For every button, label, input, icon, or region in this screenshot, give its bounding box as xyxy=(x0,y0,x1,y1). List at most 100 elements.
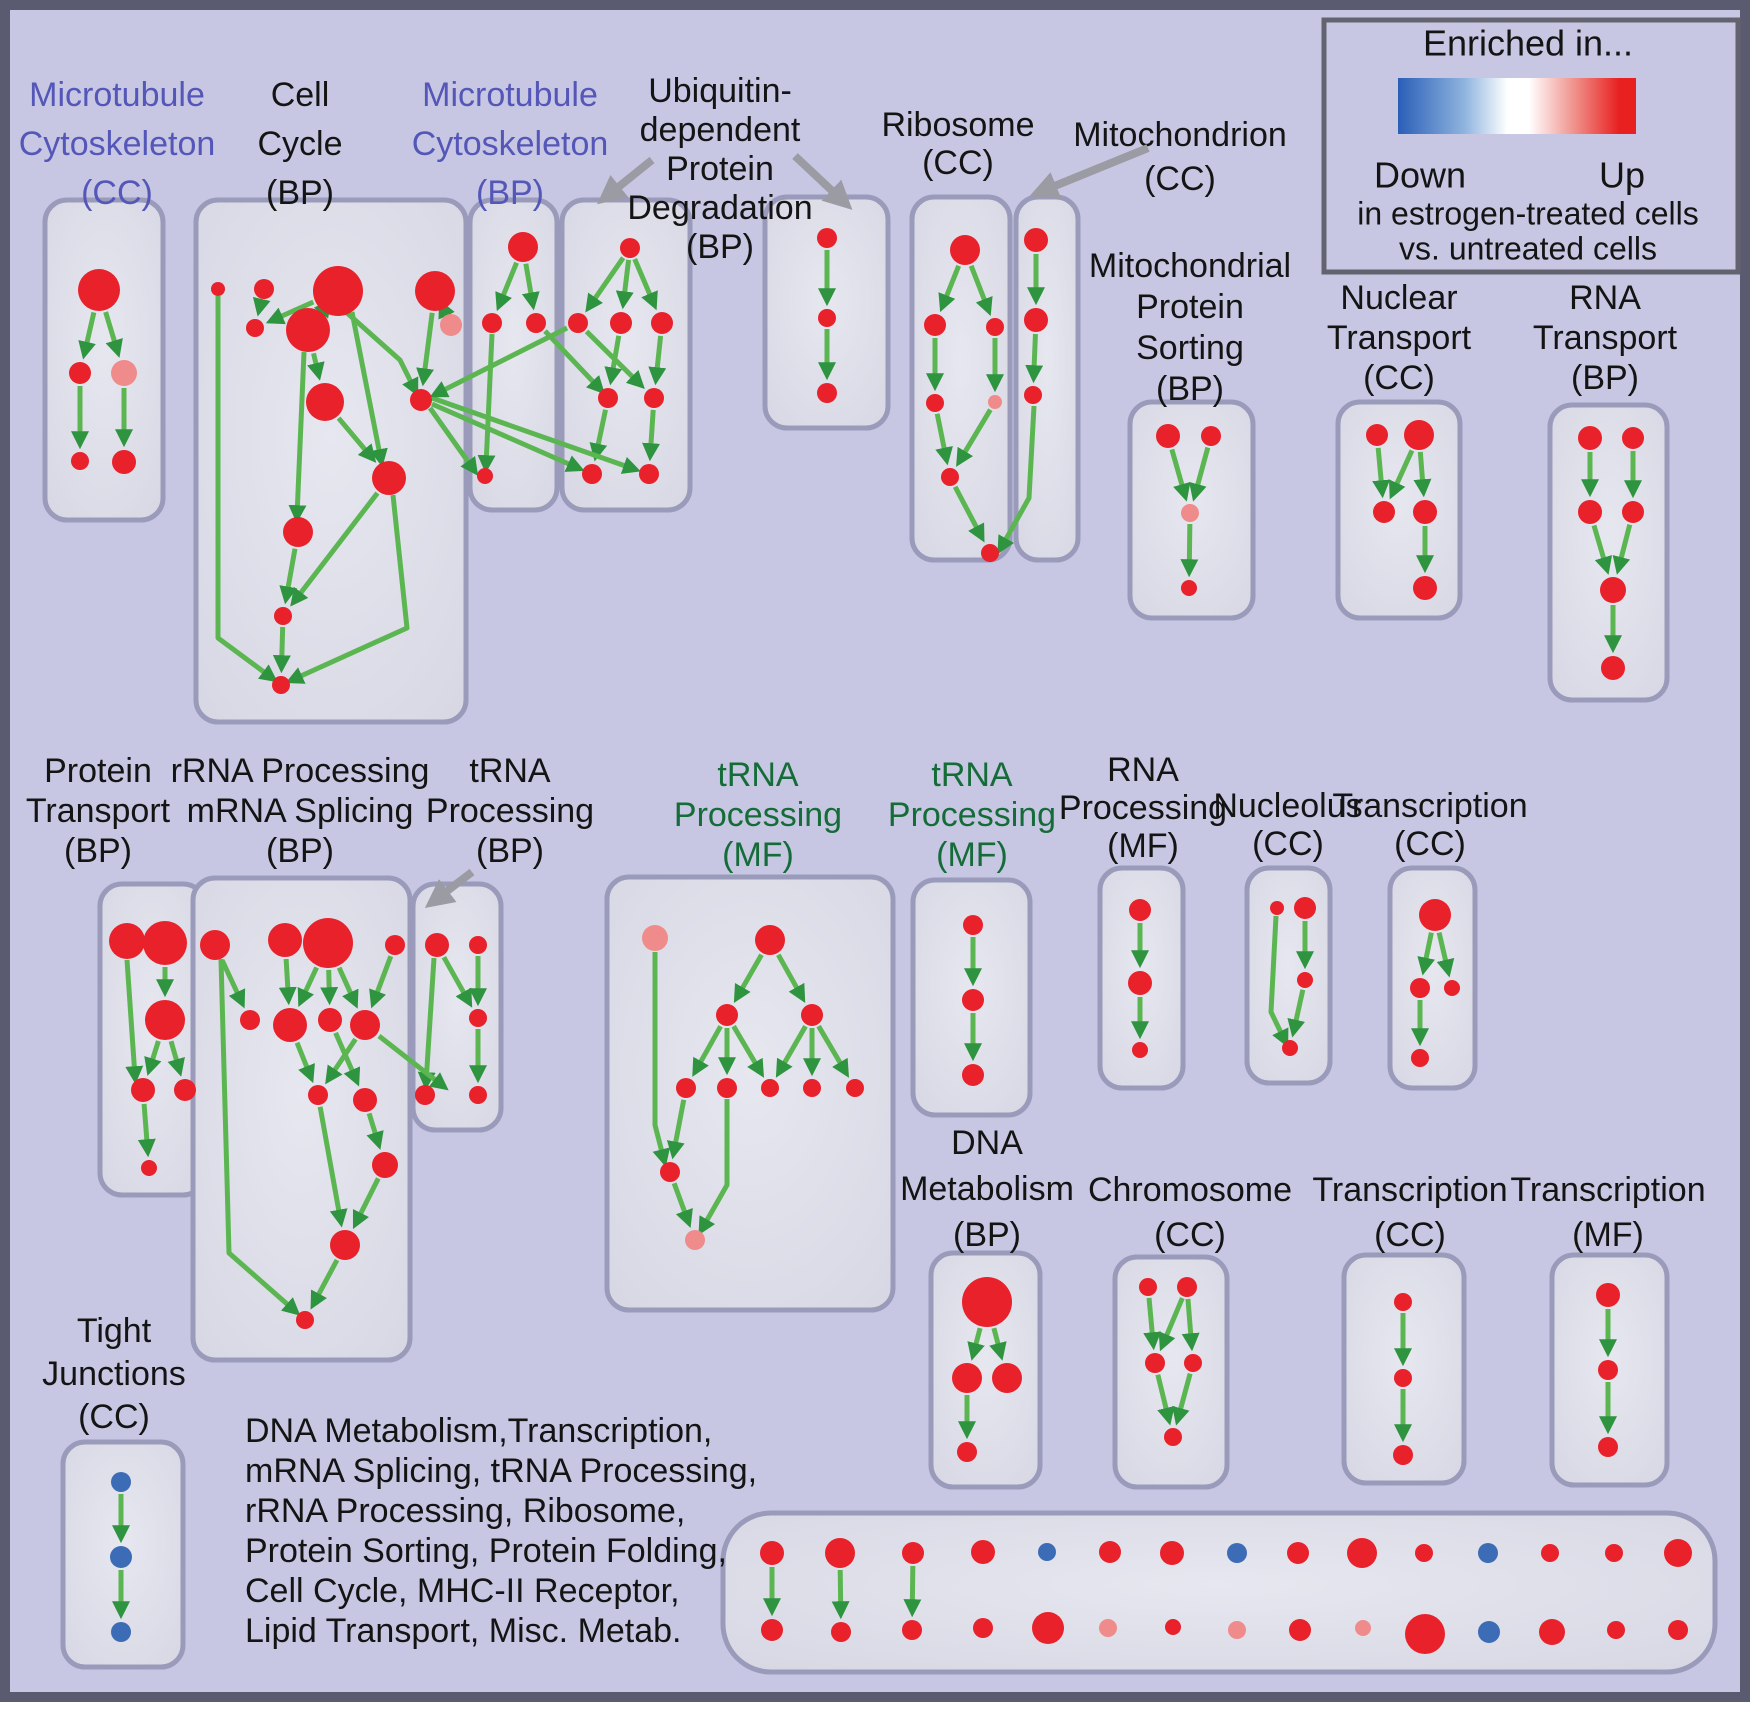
cluster-label-transcription-mf: Transcription xyxy=(1510,1171,1705,1209)
node-cell-cycle-bp-9 xyxy=(372,461,406,495)
cluster-label-nuclear-transport-cc: (CC) xyxy=(1363,359,1435,397)
cluster-box-rna-transport-bp xyxy=(1547,402,1670,703)
node-transcription-mf-1 xyxy=(1598,1360,1618,1380)
cluster-label-mitochondrial-protein-sorting-bp: Mitochondrial xyxy=(1089,247,1291,285)
cluster-label-cell-cycle-bp: Cycle xyxy=(257,125,342,163)
cluster-label-nucleolus-cc: (CC) xyxy=(1252,825,1324,863)
cluster-label-microtubule-cytoskeleton-cc: Cytoskeleton xyxy=(19,125,216,163)
cluster-label-dna-metabolism-bp: (BP) xyxy=(953,1216,1021,1254)
node-chromosome-cc-2 xyxy=(1145,1353,1165,1373)
cluster-box-misc-collection xyxy=(720,1510,1718,1675)
node-misc-collection-2 xyxy=(825,1538,855,1568)
node-rna-processing-mf-0 xyxy=(1129,899,1151,921)
node-trna-processing-mf-2-2 xyxy=(962,1064,984,1086)
edge-ubiquitin-dependent-protein-degradation-bp xyxy=(632,258,658,311)
node-misc-collection-9 xyxy=(1032,1612,1064,1644)
legend-box xyxy=(1321,17,1741,275)
edge-rna-transport-bp xyxy=(1612,523,1633,575)
cluster-label-rna-processing-mf: Processing xyxy=(1059,789,1227,827)
cluster-label-protein-transport-bp: (BP) xyxy=(64,832,132,870)
edge-trna-processing-mf-1 xyxy=(733,953,764,1004)
misc-categories-text: rRNA Processing, Ribosome, xyxy=(245,1492,685,1530)
node-trna-processing-mf-1-0 xyxy=(642,925,668,951)
cluster-label-trna-processing-mf-1: tRNA xyxy=(717,756,799,794)
node-microtubule-cytoskeleton-bp-1 xyxy=(482,313,502,333)
cross-cluster-edge xyxy=(429,325,569,398)
node-rrna-processing-mrna-splicing-bp-2 xyxy=(303,918,353,968)
node-misc-collection-5 xyxy=(902,1620,922,1640)
node-transcription-cc-1-3 xyxy=(1411,1049,1429,1067)
edge-chromosome-cc xyxy=(1143,1297,1162,1351)
cluster-label-transcription-cc-1: (CC) xyxy=(1394,825,1466,863)
node-protein-degradation-chain-bp-0 xyxy=(817,228,837,248)
edge-rrna-processing-mrna-splicing-bp xyxy=(278,958,297,1006)
node-trna-processing-bp-0 xyxy=(425,933,449,957)
cluster-label-rna-processing-mf: (MF) xyxy=(1107,827,1179,865)
cluster-label-transcription-cc-2: Transcription xyxy=(1312,1171,1507,1209)
edge-trna-processing-mf-1 xyxy=(731,1024,765,1078)
node-rna-processing-mf-2 xyxy=(1132,1042,1148,1058)
edge-cell-cycle-bp xyxy=(336,416,377,463)
cluster-box-ribosome-cc xyxy=(909,194,1013,563)
node-mitochondrial-protein-sorting-bp-2 xyxy=(1181,504,1199,522)
edge-mitochondrial-protein-sorting-bp xyxy=(1189,446,1211,502)
legend-title: Enriched in... xyxy=(1423,23,1633,64)
cluster-label-tight-junctions-cc: (CC) xyxy=(78,1398,150,1436)
cluster-label-trna-processing-mf-2: Processing xyxy=(888,796,1056,834)
cross-cluster-edge xyxy=(427,406,479,476)
node-nuclear-transport-cc-1 xyxy=(1404,420,1434,450)
edge-nuclear-transport-cc xyxy=(1413,451,1432,498)
node-ubiquitin-dependent-protein-degradation-bp-2 xyxy=(610,312,632,334)
node-trna-processing-mf-1-3 xyxy=(801,1004,823,1026)
node-misc-collection-24 xyxy=(1541,1544,1559,1562)
node-trna-processing-mf-1-5 xyxy=(717,1078,737,1098)
cluster-label-nucleolus-cc: Nucleolus xyxy=(1213,787,1362,825)
edge-trna-processing-mf-1 xyxy=(652,952,671,1167)
node-trna-processing-mf-1-1 xyxy=(755,925,785,955)
node-mitochondrion-cc-2 xyxy=(1024,386,1042,404)
cross-cluster-edge xyxy=(377,1034,449,1091)
edge-ribosome-cc xyxy=(934,413,953,466)
node-microtubule-cytoskeleton-cc-3 xyxy=(71,452,89,470)
node-transcription-cc-1-2 xyxy=(1444,980,1460,996)
edge-nucleolus-cc xyxy=(1268,915,1289,1048)
node-dna-metabolism-bp-0 xyxy=(962,1277,1012,1327)
node-misc-collection-12 xyxy=(1160,1541,1184,1565)
cluster-label-ubiquitin-dependent-protein-degradation-bp: Protein xyxy=(666,150,774,188)
node-misc-collection-1 xyxy=(761,1619,783,1641)
edge-cell-cycle-bp xyxy=(285,494,410,684)
node-mitochondrial-protein-sorting-bp-0 xyxy=(1156,424,1180,448)
node-rrna-processing-mrna-splicing-bp-9 xyxy=(353,1088,377,1112)
edge-rrna-processing-mrna-splicing-bp xyxy=(366,1112,384,1150)
node-ribosome-cc-2 xyxy=(986,318,1004,336)
node-trna-processing-mf-1-7 xyxy=(803,1079,821,1097)
edge-ubiquitin-dependent-protein-degradation-bp xyxy=(604,335,623,386)
edge-microtubule-cytoskeleton-bp xyxy=(495,261,519,312)
node-misc-collection-16 xyxy=(1287,1542,1309,1564)
cluster-label-mitochondrion-cc: Mitochondrion xyxy=(1073,116,1287,154)
cluster-label-dna-metabolism-bp: DNA xyxy=(951,1124,1023,1162)
cluster-label-trna-processing-mf-1: Processing xyxy=(674,796,842,834)
cluster-label-trna-processing-bp: (BP) xyxy=(476,832,544,870)
node-misc-collection-23 xyxy=(1478,1621,1500,1643)
cluster-label-mitochondrial-protein-sorting-bp: Sorting xyxy=(1136,329,1244,367)
cluster-label-mitochondrial-protein-sorting-bp: (BP) xyxy=(1156,370,1224,408)
edge-ubiquitin-dependent-protein-degradation-bp xyxy=(642,409,661,462)
cluster-label-nuclear-transport-cc: Nuclear xyxy=(1340,279,1457,317)
cluster-label-chromosome-cc: (CC) xyxy=(1154,1216,1226,1254)
node-misc-collection-7 xyxy=(973,1618,993,1638)
cluster-label-ubiquitin-dependent-protein-degradation-bp: dependent xyxy=(640,111,801,149)
cluster-box-transcription-cc-2 xyxy=(1341,1252,1467,1486)
cluster-label-cell-cycle-bp: (BP) xyxy=(266,174,334,212)
edge-ribosome-cc xyxy=(952,485,985,543)
edge-cell-cycle-bp xyxy=(290,491,380,607)
label-pointer-arrow xyxy=(1029,144,1150,199)
label-pointer-arrow xyxy=(597,156,655,205)
node-ubiquitin-dependent-protein-degradation-bp-7 xyxy=(639,464,659,484)
node-cell-cycle-bp-6 xyxy=(440,314,462,336)
edge-microtubule-cytoskeleton-cc xyxy=(103,311,123,358)
edge-rrna-processing-mrna-splicing-bp xyxy=(218,958,301,1316)
cluster-label-trna-processing-mf-2: (MF) xyxy=(936,836,1008,874)
cluster-label-microtubule-cytoskeleton-bp: (BP) xyxy=(476,174,544,212)
